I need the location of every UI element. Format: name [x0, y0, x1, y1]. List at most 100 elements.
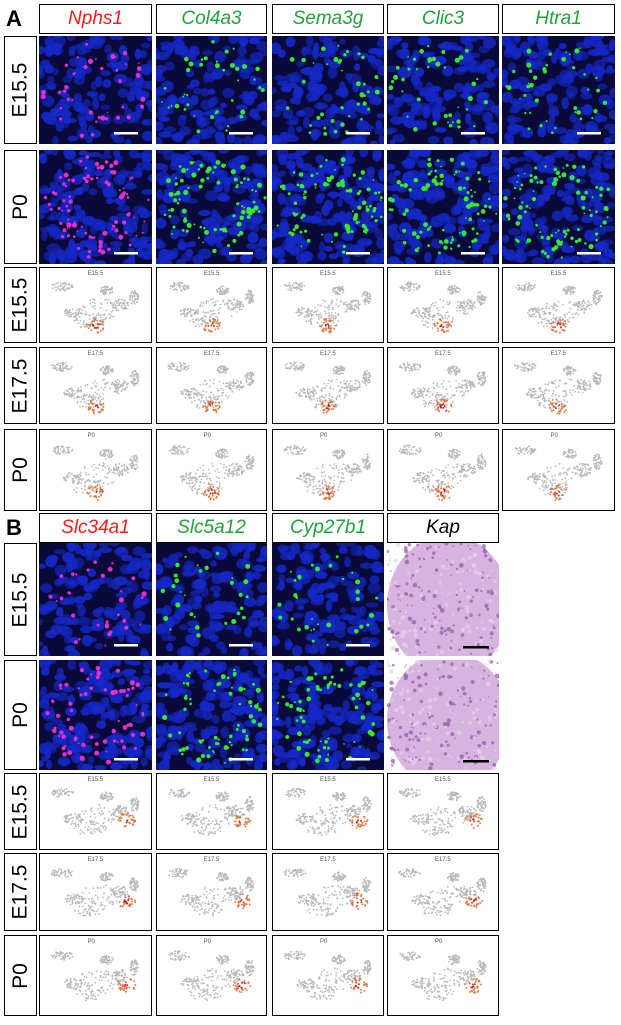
- umap-stage-label: E15.5: [320, 777, 336, 783]
- umap-plot: E17.5: [39, 347, 152, 424]
- umap-stage-label: E17.5: [203, 351, 220, 357]
- gene-name: Clic3: [421, 8, 465, 29]
- gene-name: Cyp27b1: [289, 517, 367, 538]
- umap-plot: E17.5: [156, 347, 267, 424]
- umap-stage-label: E17.5: [435, 351, 451, 357]
- row-label: E15.5: [4, 36, 37, 144]
- fluorescence-image: [156, 36, 267, 144]
- fluorescence-image: [272, 150, 384, 264]
- gene-name: Slc5a12: [177, 517, 246, 538]
- umap-plot: P0: [272, 935, 384, 1016]
- umap-stage-label: E15.5: [550, 271, 567, 277]
- umap-plot: E17.5: [39, 853, 152, 931]
- umap-stage-label: E17.5: [203, 857, 220, 863]
- stage-label: E15.5: [8, 62, 32, 118]
- umap-stage-label: P0: [435, 939, 443, 945]
- fluorescence-image: [39, 660, 152, 770]
- fluorescence-image: [502, 36, 615, 144]
- umap-plot: E17.5: [272, 853, 384, 931]
- gene-name: Sema3g: [292, 8, 364, 29]
- gene-header: Col4a3: [156, 4, 267, 34]
- umap-plot: E17.5: [502, 347, 615, 424]
- gene-header: Htra1: [502, 4, 615, 34]
- stage-label: E15.5: [8, 277, 32, 333]
- umap-plot: P0: [39, 935, 152, 1016]
- row-label: P0: [4, 935, 37, 1016]
- gene-header: Sema3g: [272, 4, 384, 34]
- fluorescence-image: [156, 543, 267, 656]
- umap-stage-label: E15.5: [203, 777, 220, 783]
- fluorescence-image: [502, 150, 615, 264]
- gene-name: Htra1: [535, 8, 582, 29]
- umap-plot: P0: [502, 429, 615, 511]
- umap-stage-label: E15.5: [435, 777, 451, 783]
- he-histology-image: [387, 660, 499, 770]
- umap-plot: E15.5: [387, 267, 499, 343]
- stage-label: E17.5: [8, 864, 32, 920]
- gene-name: Slc34a1: [61, 517, 130, 538]
- umap-plot: E15.5: [272, 267, 384, 343]
- gene-header: Slc34a1: [39, 513, 152, 543]
- umap-stage-label: P0: [87, 433, 95, 439]
- umap-stage-label: P0: [203, 939, 211, 945]
- he-histology-image: [387, 543, 499, 656]
- umap-plot: E15.5: [272, 773, 384, 850]
- gene-name: Kap: [426, 517, 460, 538]
- fluorescence-image: [387, 36, 499, 144]
- umap-plot: E15.5: [39, 267, 152, 343]
- umap-plot: P0: [156, 935, 267, 1016]
- stage-label: P0: [8, 962, 32, 989]
- row-label: P0: [4, 150, 37, 264]
- umap-stage-label: P0: [320, 939, 328, 945]
- umap-stage-label: E17.5: [320, 351, 336, 357]
- umap-stage-label: E17.5: [87, 351, 104, 357]
- row-label: P0: [4, 429, 37, 511]
- umap-plot: P0: [387, 935, 499, 1016]
- row-label: E15.5: [4, 543, 37, 656]
- umap-plot: E15.5: [387, 773, 499, 850]
- panel-letter: B: [6, 515, 22, 540]
- fluorescence-image: [272, 543, 384, 656]
- umap-stage-label: E17.5: [550, 351, 567, 357]
- stage-label: P0: [8, 702, 32, 728]
- gene-header: Clic3: [387, 4, 499, 34]
- umap-stage-label: P0: [320, 433, 328, 439]
- fluorescence-image: [156, 150, 267, 264]
- umap-plot: P0: [272, 429, 384, 511]
- fluorescence-image: [156, 660, 267, 770]
- fluorescence-image: [387, 150, 499, 264]
- gene-header: Slc5a12: [156, 513, 267, 543]
- umap-plot: P0: [387, 429, 499, 511]
- umap-stage-label: P0: [87, 939, 95, 945]
- fluorescence-image: [39, 150, 152, 264]
- umap-plot: E15.5: [156, 773, 267, 850]
- umap-plot: P0: [156, 429, 267, 511]
- umap-stage-label: P0: [435, 433, 443, 439]
- stage-label: E17.5: [8, 358, 32, 413]
- row-label: E15.5: [4, 267, 37, 343]
- umap-plot: E17.5: [156, 853, 267, 931]
- row-label: P0: [4, 660, 37, 770]
- umap-plot: P0: [39, 429, 152, 511]
- panel-letter: A: [6, 6, 22, 31]
- gene-name: Col4a3: [181, 8, 242, 29]
- umap-stage-label: P0: [550, 433, 558, 439]
- umap-stage-label: E17.5: [435, 857, 451, 863]
- gene-name: Nphs1: [68, 8, 123, 29]
- fluorescence-image: [39, 36, 152, 144]
- umap-plot: E15.5: [39, 773, 152, 850]
- gene-header: Nphs1: [39, 4, 152, 34]
- row-label: E15.5: [4, 773, 37, 850]
- umap-stage-label: E15.5: [435, 271, 451, 277]
- fluorescence-image: [39, 543, 152, 656]
- umap-stage-label: E15.5: [203, 271, 220, 277]
- umap-plot: E15.5: [502, 267, 615, 343]
- stage-label: P0: [8, 457, 32, 483]
- umap-stage-label: P0: [203, 433, 211, 439]
- row-label: E17.5: [4, 347, 37, 424]
- umap-plot: E17.5: [387, 853, 499, 931]
- umap-plot: E17.5: [387, 347, 499, 424]
- umap-stage-label: E15.5: [87, 777, 104, 783]
- umap-stage-label: E15.5: [87, 271, 104, 277]
- stage-label: E15.5: [8, 572, 32, 627]
